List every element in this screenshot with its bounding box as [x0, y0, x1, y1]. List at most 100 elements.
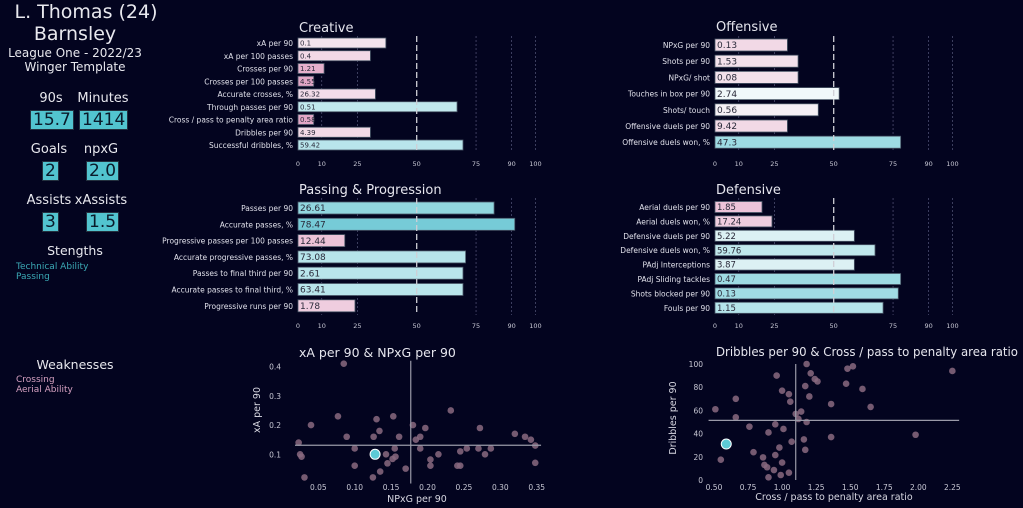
bar-category-label: Aerial duels won, %	[636, 217, 710, 226]
bar	[297, 50, 371, 62]
strength-item: Passing	[16, 272, 50, 282]
scatter-point	[487, 445, 495, 452]
scatter-point	[376, 468, 384, 475]
bar-category-label: Defensive duels per 90	[623, 232, 710, 241]
x-tick-label: 0.75	[740, 483, 757, 492]
bar-value-label: 1.85	[717, 203, 736, 213]
chart-title: Passing & Progression	[299, 183, 442, 198]
bar	[297, 63, 325, 74]
bar-value-label: 4.39	[300, 129, 316, 137]
stat-label-90s: 90s	[39, 91, 63, 106]
scatter-point	[800, 436, 808, 443]
bar-category-label: Progressive runs per 90	[204, 302, 293, 311]
bar-category-label: PAdj Sliding tackles	[637, 275, 710, 284]
bar-value-label: 0.13	[717, 289, 736, 299]
bar-category-label: Defensive duels won, %	[620, 246, 710, 255]
bar-value-label: 0.08	[717, 74, 737, 84]
y-axis-label: xA per 90	[252, 387, 263, 433]
scatter-point	[370, 433, 377, 441]
tick-label: 0	[296, 322, 300, 330]
bar	[297, 201, 495, 215]
tick-label: 0	[296, 160, 300, 168]
bar-category-label: Passes per 90	[241, 204, 293, 213]
scatter-point	[814, 378, 821, 385]
bar-category-label: NPxG per 90	[663, 41, 710, 50]
bar	[297, 266, 464, 280]
chart-title: Dribbles per 90 & Cross / pass to penalt…	[716, 344, 1018, 359]
bar-category-label: Shots per 90	[662, 57, 710, 66]
bar-category-label: PAdj Interceptions	[643, 261, 711, 270]
tick-label: 50	[830, 160, 838, 168]
tick-label: 75	[472, 160, 480, 168]
stat-value-assists: 3	[42, 212, 59, 232]
scatter-point	[949, 367, 956, 375]
scatter-point	[780, 425, 787, 433]
bar	[714, 258, 855, 271]
bar-category-label: Aerial duels per 90	[639, 203, 710, 212]
tick-label: 10	[318, 160, 326, 168]
scatter-point	[527, 436, 535, 443]
chart-title: Offensive	[716, 20, 778, 35]
scatter-point	[827, 433, 835, 441]
weakness-item: Aerial Ability	[16, 385, 73, 395]
scatter-point	[844, 365, 851, 372]
scatter-point	[827, 400, 835, 408]
tick-label: 100	[529, 322, 541, 330]
scatter-point	[786, 398, 794, 406]
bar	[714, 71, 799, 84]
scatter-point	[797, 408, 805, 415]
bar-value-label: 5.22	[717, 232, 736, 242]
bar-value-label: 4.55	[300, 78, 316, 86]
x-tick-label: 1.00	[774, 483, 791, 492]
bar-category-label: Shots/ touch	[663, 106, 710, 115]
scatter-point	[392, 453, 399, 460]
bar	[714, 54, 799, 68]
tick-label: 90	[508, 322, 516, 330]
scatter-point	[416, 433, 424, 441]
scatter-point	[912, 431, 919, 439]
scatter-point	[759, 454, 767, 461]
tick-label: 0	[713, 322, 717, 330]
bar	[714, 215, 773, 228]
scatter-point	[771, 451, 779, 459]
scatter-point	[712, 405, 719, 413]
bar-value-label: 63.41	[300, 286, 326, 296]
bar-value-label: 0.51	[300, 103, 316, 111]
scatter-point	[803, 360, 810, 368]
tick-label: 10	[735, 322, 743, 330]
bar	[714, 287, 899, 300]
scatter-point	[402, 465, 409, 472]
tick-label: 100	[529, 160, 541, 168]
scatter-point	[463, 445, 471, 452]
scatter-point	[746, 423, 753, 430]
bar	[714, 135, 902, 149]
weakness-item: Crossing	[16, 375, 55, 385]
scatter-point	[842, 380, 850, 388]
scatter-point	[778, 459, 786, 466]
scatter-point	[391, 445, 399, 452]
x-tick-label: 1.75	[876, 483, 893, 492]
bar	[297, 126, 371, 138]
y-tick-label: 0.3	[269, 392, 281, 401]
tick-label: 25	[353, 322, 361, 330]
bar-value-label: 1.53	[717, 57, 737, 67]
bar-value-label: 0.47	[717, 275, 736, 285]
tick-label: 75	[889, 322, 897, 330]
player-name: L. Thomas (24)	[14, 1, 158, 23]
scatter-point	[773, 372, 780, 379]
scatter-point	[376, 427, 383, 435]
scatter-point	[801, 382, 809, 390]
bar-value-label: 26.61	[300, 204, 326, 214]
scatter-point	[298, 453, 305, 460]
bar-value-label: 0.56	[717, 106, 737, 116]
x-tick-label: 0.25	[456, 483, 473, 492]
bar-category-label: Progressive passes per 100 passes	[162, 237, 293, 246]
bar-category-label: NPxG/ shot	[669, 73, 711, 82]
bar-category-label: Fouls per 90	[664, 304, 710, 313]
bar	[714, 229, 855, 242]
tick-label: 50	[413, 160, 421, 168]
scatter-point	[369, 474, 377, 481]
bar	[714, 87, 840, 100]
bar-category-label: xA per 100 passes	[224, 52, 293, 61]
